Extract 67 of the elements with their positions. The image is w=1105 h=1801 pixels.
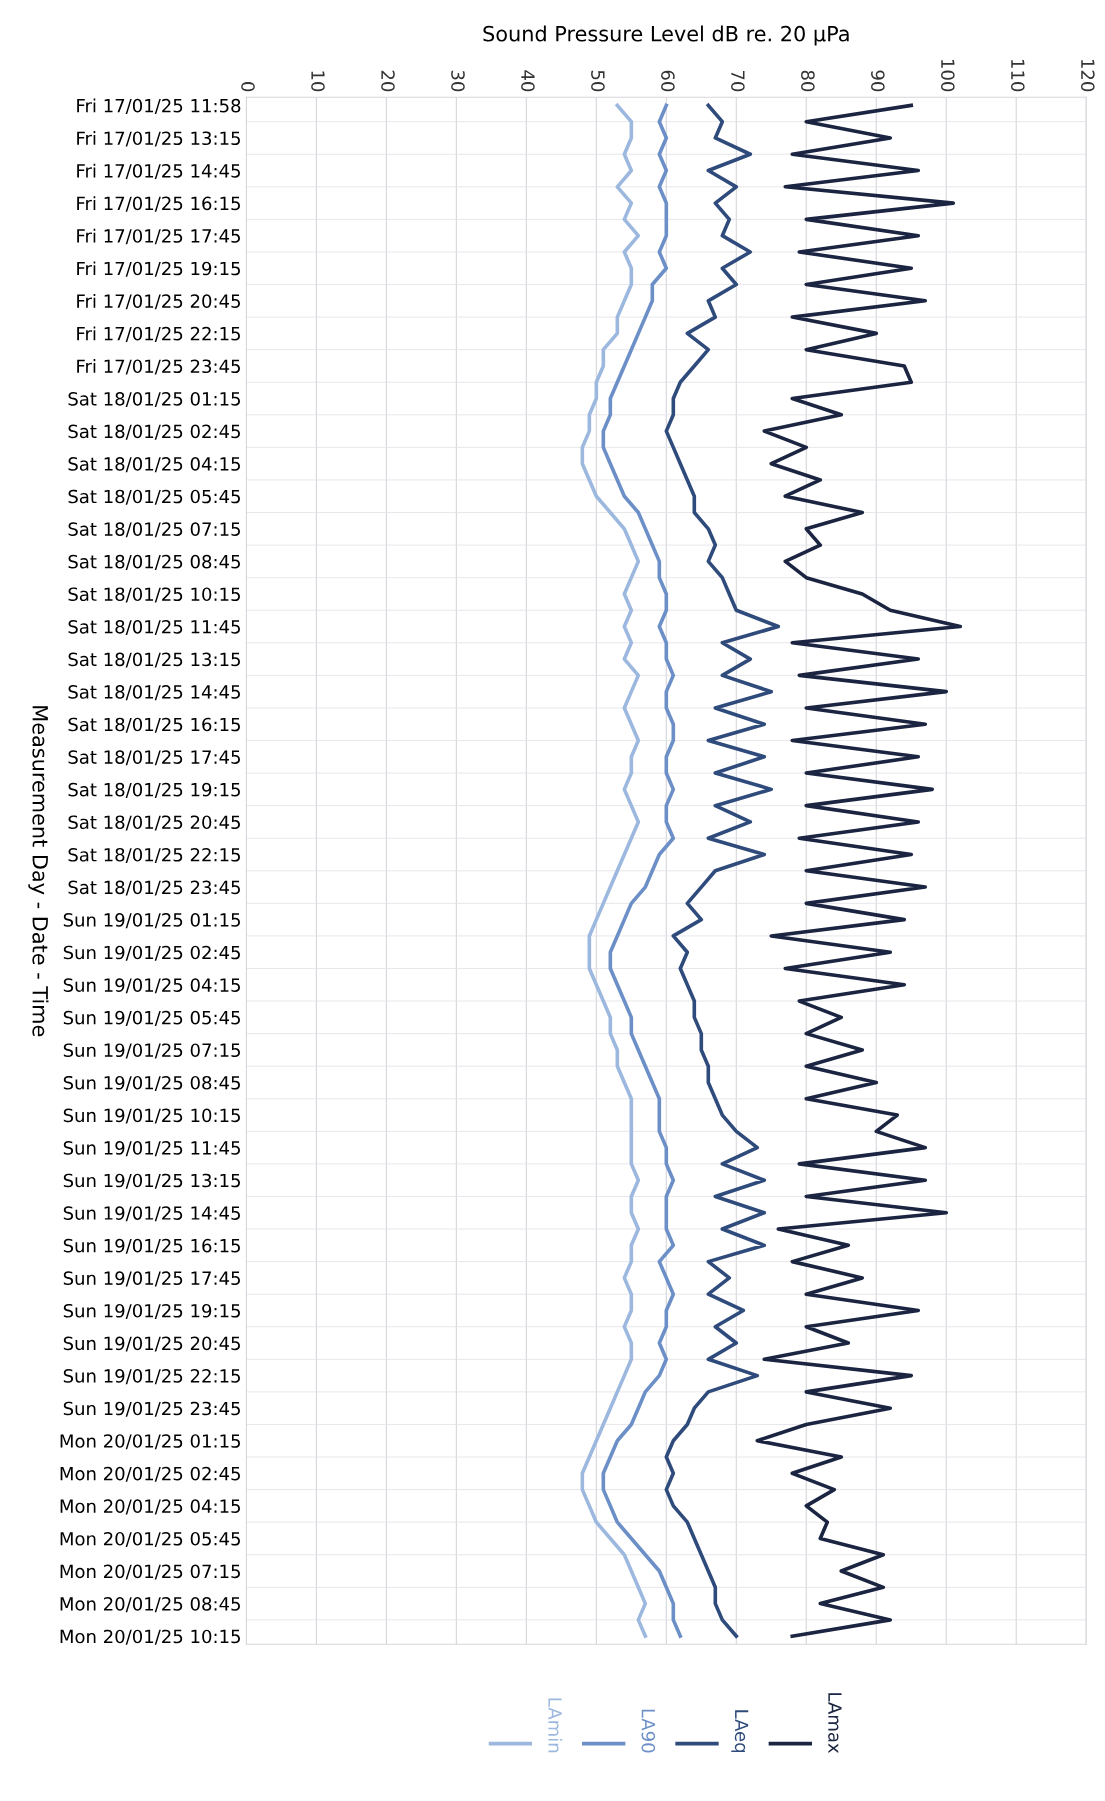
- y-tick-label: Sat 18/01/25 04:15: [68, 457, 240, 473]
- y-tick-label: Mon 20/01/25 10:15: [60, 1629, 240, 1645]
- y-tick-label: Sat 18/01/25 01:15: [68, 391, 240, 408]
- y-tick-label: Sat 18/01/25 19:15: [68, 782, 240, 798]
- y-tick-label: Sat 18/01/25 13:15: [68, 652, 240, 668]
- y-tick-label: Fri 17/01/25 17:45: [77, 228, 240, 245]
- y-tick-label: Mon 20/01/25 05:45: [60, 1531, 240, 1547]
- y-tick-label: Sun 19/01/25 23:45: [63, 1401, 240, 1417]
- x-tick-label: 60: [661, 70, 675, 92]
- text: LAmax: [828, 1693, 842, 1754]
- y-tick-label: Sun 19/01/25 13:15: [63, 1173, 240, 1189]
- y-tick-label: Sat 18/01/25 11:45: [68, 619, 240, 636]
- y-tick-label: Sat 18/01/25 08:45: [68, 554, 240, 570]
- y-tick-label: Sun 19/01/25 22:15: [63, 1369, 240, 1385]
- x-tick-label: 70: [731, 70, 745, 92]
- text: LAmin: [548, 1698, 563, 1753]
- y-tick-label: Sun 19/01/25 04:15: [63, 978, 240, 994]
- y-tick-label: Sat 18/01/25 16:15: [68, 717, 240, 733]
- y-tick-label: Sun 19/01/25 10:15: [63, 1108, 240, 1124]
- legend-label: LA90: [641, 1709, 656, 1753]
- x-tick-label: 0: [241, 82, 255, 92]
- y-tick-label: Fri 17/01/25 22:15: [77, 326, 240, 342]
- y-tick-label: Sat 18/01/25 20:45: [68, 815, 240, 831]
- y-tick-label: Fri 17/01/25 16:15: [77, 196, 240, 212]
- y-tick-label: Mon 20/01/25 07:15: [60, 1564, 240, 1580]
- y-tick-label: Fri 17/01/25 19:15: [77, 261, 240, 277]
- y-tick-label: Fri 17/01/25 13:15: [77, 131, 240, 147]
- y-tick-label: Mon 20/01/25 01:15: [60, 1434, 240, 1450]
- y-tick-label: Sun 19/01/25 19:15: [63, 1303, 240, 1320]
- y-tick-label: Sat 18/01/25 10:15: [68, 587, 240, 603]
- y-axis-title: Measurement Day - Date - Time: [28, 706, 49, 1037]
- y-tick-label: Fri 17/01/25 11:58: [77, 98, 241, 114]
- y-tick-label: Sun 19/01/25 05:45: [63, 1010, 240, 1026]
- y-tick-label: Mon 20/01/25 04:15: [60, 1499, 240, 1515]
- x-tick-label: 110: [1010, 59, 1025, 92]
- x-tick-label: 40: [521, 70, 535, 92]
- y-tick-label: Sun 19/01/25 17:45: [63, 1271, 240, 1287]
- y-tick-label: Sun 19/01/25 11:45: [63, 1141, 240, 1157]
- y-tick-label: Sun 19/01/25 20:45: [63, 1336, 240, 1352]
- x-tick-label: 120: [1080, 59, 1095, 92]
- y-tick-label: Sun 19/01/25 08:45: [63, 1075, 240, 1092]
- y-tick-label: Sat 18/01/25 22:15: [68, 847, 240, 864]
- y-tick-label: Sat 18/01/25 17:45: [68, 750, 240, 766]
- y-tick-label: Fri 17/01/25 23:45: [77, 359, 240, 375]
- x-tick-label: 100: [941, 59, 955, 92]
- y-tick-label: Sun 19/01/25 14:45: [63, 1206, 240, 1222]
- x-tick-label: 10: [311, 71, 325, 92]
- y-tick-label: Sat 18/01/25 05:45: [68, 489, 240, 505]
- legend-label: LAeq: [731, 1710, 749, 1753]
- y-tick-label: Mon 20/01/25 08:45: [60, 1597, 240, 1613]
- y-tick-label: Sun 19/01/25 01:15: [63, 913, 240, 929]
- y-tick-label: Mon 20/01/25 02:45: [60, 1466, 240, 1482]
- y-tick-label: Sun 19/01/25 16:15: [63, 1238, 240, 1254]
- x-axis-title: Sound Pressure Level dB re. 20 µPa: [483, 25, 849, 46]
- x-tick-label: 80: [801, 70, 815, 92]
- y-tick-label: Sat 18/01/25 14:45: [68, 685, 240, 701]
- y-tick-label: Sat 18/01/25 07:15: [68, 522, 240, 538]
- y-tick-label: Sat 18/01/25 23:45: [68, 880, 240, 896]
- x-tick-label: 20: [381, 70, 395, 92]
- y-tick-label: Fri 17/01/25 20:45: [77, 293, 240, 310]
- y-tick-label: Sat 18/01/25 02:45: [68, 424, 240, 440]
- x-tick-label: 90: [871, 70, 885, 92]
- x-tick-label: 30: [451, 70, 465, 92]
- x-tick-label: 50: [591, 70, 605, 92]
- y-tick-label: Fri 17/01/25 14:45: [77, 163, 240, 180]
- y-tick-label: Sun 19/01/25 02:45: [63, 945, 240, 961]
- y-tick-label: Sun 19/01/25 07:15: [63, 1043, 240, 1059]
